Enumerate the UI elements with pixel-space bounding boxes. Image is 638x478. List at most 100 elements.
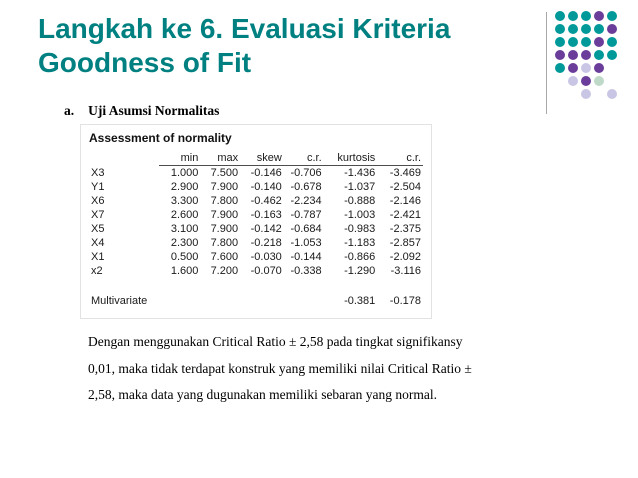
decor-dot bbox=[568, 37, 578, 47]
cell-value: 7.600 bbox=[210, 251, 239, 263]
decor-dot bbox=[555, 37, 565, 47]
paragraph-line: Dengan menggunakan Critical Ratio ± 2,58… bbox=[88, 334, 463, 349]
table-header-row: min max skew c.r. kurtosis c.r. bbox=[89, 151, 423, 166]
cell-value: 7.200 bbox=[210, 265, 239, 277]
table-row: X5 3.100 7.900 -0.142 -0.684 -0.983 -2.375 bbox=[89, 222, 423, 236]
decor-dot bbox=[607, 37, 617, 47]
decor-dot bbox=[581, 63, 591, 73]
cell-value: -2.146 bbox=[389, 195, 421, 207]
cell-value: -0.678 bbox=[290, 181, 322, 193]
cell-value: -3.469 bbox=[389, 167, 421, 179]
section-heading: a. Uji Asumsi Normalitas bbox=[64, 103, 219, 119]
decor-dot bbox=[594, 76, 604, 86]
row-label: x2 bbox=[91, 265, 103, 277]
cell-value: -2.092 bbox=[389, 251, 421, 263]
row-label: X3 bbox=[91, 166, 105, 179]
decor-dot bbox=[594, 37, 604, 47]
paragraph-line: 2,58, maka data yang dugunakan memiliki … bbox=[88, 387, 438, 402]
row-label: X7 bbox=[91, 209, 105, 221]
decor-dot bbox=[607, 24, 617, 34]
table-title: Assessment of normality bbox=[89, 131, 232, 145]
decor-dot bbox=[594, 11, 604, 21]
cell-value: 3.100 bbox=[170, 223, 199, 235]
table-row: Multivariate -0.381 -0.178 bbox=[89, 278, 423, 308]
cell-value: 1.600 bbox=[170, 265, 199, 277]
decor-dot bbox=[581, 24, 591, 34]
paragraph-line: 0,01, maka tidak terdapat konstruk yang … bbox=[88, 360, 472, 376]
cell-value: -0.381 bbox=[344, 295, 376, 307]
cell-value: -1.003 bbox=[344, 209, 376, 221]
decor-dot bbox=[607, 89, 617, 99]
decor-dot bbox=[581, 50, 591, 60]
slide-title-line2: Goodness of Fit bbox=[38, 47, 252, 79]
cell-value: -0.983 bbox=[344, 223, 376, 235]
column-header: c.r. bbox=[283, 151, 324, 166]
column-header: min bbox=[158, 151, 201, 166]
cell-value: -0.866 bbox=[344, 251, 376, 263]
column-header: max bbox=[200, 151, 241, 166]
cell-value: -2.234 bbox=[290, 195, 322, 207]
table-row: X3 1.000 7.500 -0.146 -0.706 -1.436 -3.469 bbox=[89, 166, 423, 181]
cell-value: -3.116 bbox=[390, 265, 421, 277]
cell-value: -0.888 bbox=[344, 195, 376, 207]
cell-value: 1.000 bbox=[170, 167, 199, 179]
cell-value: -1.290 bbox=[344, 265, 376, 277]
cell-value: -1.436 bbox=[344, 167, 376, 179]
cell-value: -0.338 bbox=[290, 265, 322, 277]
row-label: Multivariate bbox=[91, 295, 148, 307]
table-row: Y1 2.900 7.900 -0.140 -0.678 -1.037 -2.504 bbox=[89, 180, 423, 194]
row-label: Y1 bbox=[91, 181, 105, 193]
decor-dot bbox=[568, 24, 578, 34]
normality-table-box: Assessment of normality min max skew c.r. ku… bbox=[80, 124, 432, 319]
decor-dot bbox=[607, 50, 617, 60]
cell-value bbox=[159, 278, 201, 308]
cell-value: 7.800 bbox=[210, 237, 239, 249]
cell-value: -1.037 bbox=[344, 181, 376, 193]
cell-value: -1.183 bbox=[344, 237, 376, 249]
cell-value bbox=[284, 278, 324, 308]
table-row: X4 2.300 7.800 -0.218 -1.053 -1.183 -2.857 bbox=[89, 236, 423, 250]
column-header bbox=[89, 151, 159, 166]
explanation-paragraph: Dengan menggunakan Critical Ratio ± 2,58… bbox=[88, 334, 528, 414]
decor-dot bbox=[581, 89, 591, 99]
cell-value: 0.500 bbox=[170, 251, 199, 263]
decor-dot bbox=[568, 50, 578, 60]
cell-value: -0.030 bbox=[250, 251, 282, 263]
cell-value: 3.300 bbox=[170, 195, 199, 207]
cell-value: -0.144 bbox=[290, 251, 322, 263]
decor-dot bbox=[594, 24, 604, 34]
cell-value: -2.504 bbox=[389, 181, 421, 193]
cell-value: 7.800 bbox=[210, 195, 239, 207]
cell-value: -0.462 bbox=[250, 195, 282, 207]
table-row: X6 3.300 7.800 -0.462 -2.234 -0.888 -2.146 bbox=[89, 194, 423, 208]
cell-value: 7.900 bbox=[210, 223, 239, 235]
assessment-of-normality-table: min max skew c.r. kurtosis c.r. X3 1.000 7.500 -… bbox=[89, 151, 423, 308]
table-header: min max skew c.r. kurtosis c.r. bbox=[89, 151, 423, 166]
dots-pattern bbox=[554, 10, 632, 101]
cell-value: -2.375 bbox=[389, 223, 421, 235]
cell-value: 7.500 bbox=[210, 167, 239, 179]
section-marker: a. bbox=[64, 103, 75, 118]
cell-value: -1.053 bbox=[290, 237, 322, 249]
decor-dot bbox=[581, 11, 591, 21]
decor-dot bbox=[555, 63, 565, 73]
cell-value: -0.070 bbox=[250, 265, 282, 277]
decor-dot bbox=[581, 76, 591, 86]
cell-value: -0.163 bbox=[250, 209, 282, 221]
column-header: kurtosis bbox=[323, 151, 378, 166]
row-label: X6 bbox=[91, 195, 105, 207]
table-row: X7 2.600 7.900 -0.163 -0.787 -1.003 -2.421 bbox=[89, 208, 423, 222]
cell-value bbox=[200, 278, 240, 308]
slide-title: Langkah ke 6. Evaluasi Kriteria Goodness… bbox=[38, 12, 450, 80]
decor-dot bbox=[594, 63, 604, 73]
decor-dot bbox=[555, 50, 565, 60]
cell-value: 7.900 bbox=[210, 209, 239, 221]
cell-value: 2.600 bbox=[170, 209, 199, 221]
section-heading-text: Uji Asumsi Normalitas bbox=[88, 103, 220, 118]
decor-dot bbox=[568, 76, 578, 86]
cell-value: -0.178 bbox=[389, 295, 421, 307]
cell-value: 7.900 bbox=[210, 181, 239, 193]
row-label: X5 bbox=[91, 223, 105, 235]
cell-value: -2.857 bbox=[389, 237, 421, 249]
